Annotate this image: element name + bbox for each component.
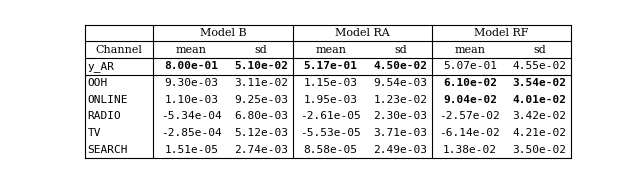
Text: 6.80e-03: 6.80e-03: [234, 111, 288, 121]
Text: 4.01e-02: 4.01e-02: [513, 95, 566, 105]
Text: TV: TV: [88, 128, 101, 138]
Text: 1.38e-02: 1.38e-02: [443, 145, 497, 155]
Text: -5.34e-04: -5.34e-04: [161, 111, 221, 121]
Text: mean: mean: [176, 45, 207, 55]
Text: sd: sd: [394, 45, 406, 55]
Text: 2.74e-03: 2.74e-03: [234, 145, 288, 155]
Text: 8.00e-01: 8.00e-01: [164, 61, 218, 71]
Text: SEARCH: SEARCH: [88, 145, 128, 155]
Text: Channel: Channel: [95, 45, 143, 55]
Text: 5.12e-03: 5.12e-03: [234, 128, 288, 138]
Text: Model B: Model B: [200, 28, 246, 38]
Text: sd: sd: [533, 45, 546, 55]
Text: 3.54e-02: 3.54e-02: [513, 78, 566, 88]
Text: -2.61e-05: -2.61e-05: [300, 111, 361, 121]
Text: 1.23e-02: 1.23e-02: [373, 95, 428, 105]
Text: 5.10e-02: 5.10e-02: [234, 61, 288, 71]
Text: -2.85e-04: -2.85e-04: [161, 128, 221, 138]
Text: 9.54e-03: 9.54e-03: [373, 78, 428, 88]
Text: -5.53e-05: -5.53e-05: [300, 128, 361, 138]
Text: 2.30e-03: 2.30e-03: [373, 111, 428, 121]
Text: Model RF: Model RF: [474, 28, 529, 38]
Text: 1.95e-03: 1.95e-03: [303, 95, 358, 105]
Text: 6.10e-02: 6.10e-02: [443, 78, 497, 88]
Text: RADIO: RADIO: [88, 111, 121, 121]
Text: y_AR: y_AR: [88, 61, 115, 72]
Text: 9.25e-03: 9.25e-03: [234, 95, 288, 105]
Text: OOH: OOH: [88, 78, 108, 88]
Text: 1.10e-03: 1.10e-03: [164, 95, 218, 105]
Text: 4.50e-02: 4.50e-02: [373, 61, 428, 71]
Text: -2.57e-02: -2.57e-02: [440, 111, 500, 121]
Text: ONLINE: ONLINE: [88, 95, 128, 105]
Text: 9.30e-03: 9.30e-03: [164, 78, 218, 88]
Text: 3.50e-02: 3.50e-02: [513, 145, 566, 155]
Text: 3.11e-02: 3.11e-02: [234, 78, 288, 88]
Text: 5.07e-01: 5.07e-01: [443, 61, 497, 71]
Text: 4.55e-02: 4.55e-02: [513, 61, 566, 71]
Text: 5.17e-01: 5.17e-01: [303, 61, 358, 71]
Text: 1.15e-03: 1.15e-03: [303, 78, 358, 88]
Text: 8.58e-05: 8.58e-05: [303, 145, 358, 155]
Text: 4.21e-02: 4.21e-02: [513, 128, 566, 138]
Text: 9.04e-02: 9.04e-02: [443, 95, 497, 105]
Text: -6.14e-02: -6.14e-02: [440, 128, 500, 138]
Text: 3.71e-03: 3.71e-03: [373, 128, 428, 138]
Text: Model RA: Model RA: [335, 28, 390, 38]
Text: sd: sd: [255, 45, 268, 55]
Text: 2.49e-03: 2.49e-03: [373, 145, 428, 155]
Text: 1.51e-05: 1.51e-05: [164, 145, 218, 155]
Text: mean: mean: [454, 45, 485, 55]
Text: mean: mean: [315, 45, 346, 55]
Text: 3.42e-02: 3.42e-02: [513, 111, 566, 121]
